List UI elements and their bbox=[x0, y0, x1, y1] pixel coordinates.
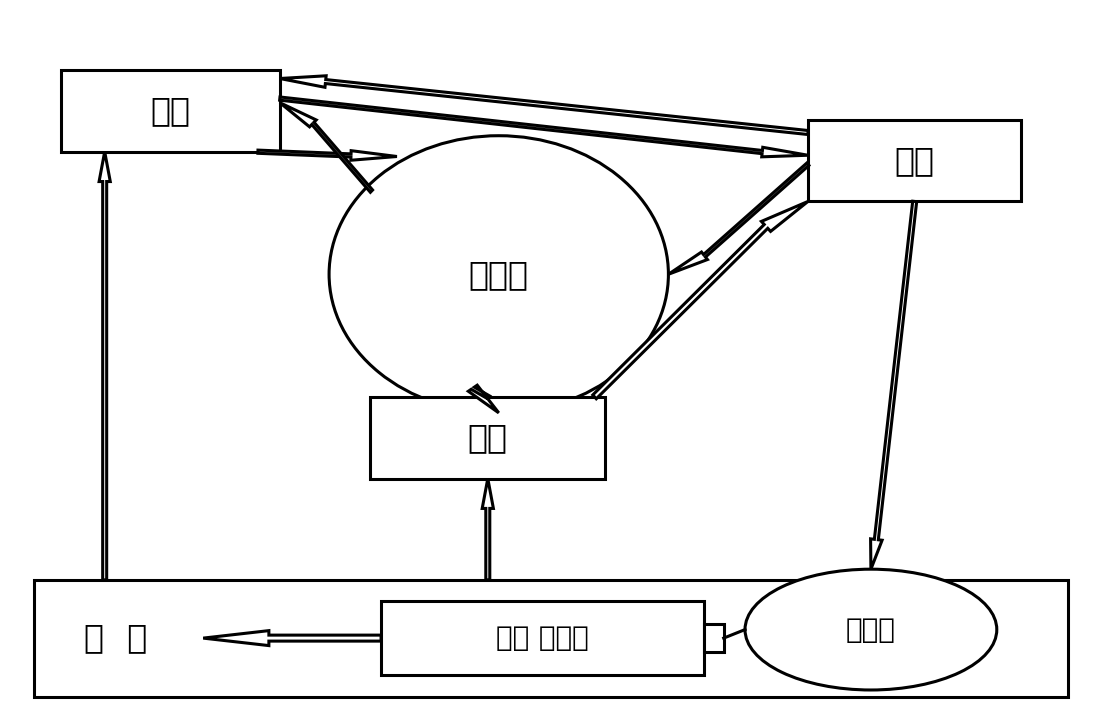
Ellipse shape bbox=[329, 136, 669, 413]
FancyBboxPatch shape bbox=[704, 624, 723, 652]
Text: 分解 有机肥: 分解 有机肥 bbox=[496, 624, 589, 652]
Polygon shape bbox=[870, 201, 916, 569]
Polygon shape bbox=[279, 75, 808, 135]
Polygon shape bbox=[279, 97, 808, 157]
FancyBboxPatch shape bbox=[61, 70, 279, 152]
Polygon shape bbox=[203, 631, 381, 646]
Text: 土  壤: 土 壤 bbox=[84, 622, 147, 654]
FancyBboxPatch shape bbox=[381, 601, 704, 676]
Text: 牧草: 牧草 bbox=[468, 422, 507, 454]
Text: 微环境: 微环境 bbox=[469, 258, 528, 290]
Polygon shape bbox=[279, 103, 373, 192]
Polygon shape bbox=[593, 201, 808, 399]
Polygon shape bbox=[258, 150, 397, 160]
Polygon shape bbox=[468, 385, 499, 413]
FancyBboxPatch shape bbox=[34, 580, 1068, 697]
FancyBboxPatch shape bbox=[808, 120, 1021, 201]
FancyBboxPatch shape bbox=[370, 397, 605, 478]
Text: 排泄物: 排泄物 bbox=[846, 616, 895, 644]
Text: 葡萄: 葡萄 bbox=[150, 94, 191, 127]
Text: 草鹅: 草鹅 bbox=[894, 144, 935, 177]
Ellipse shape bbox=[745, 569, 996, 690]
Polygon shape bbox=[482, 478, 493, 580]
Polygon shape bbox=[99, 152, 111, 580]
Polygon shape bbox=[669, 163, 809, 274]
